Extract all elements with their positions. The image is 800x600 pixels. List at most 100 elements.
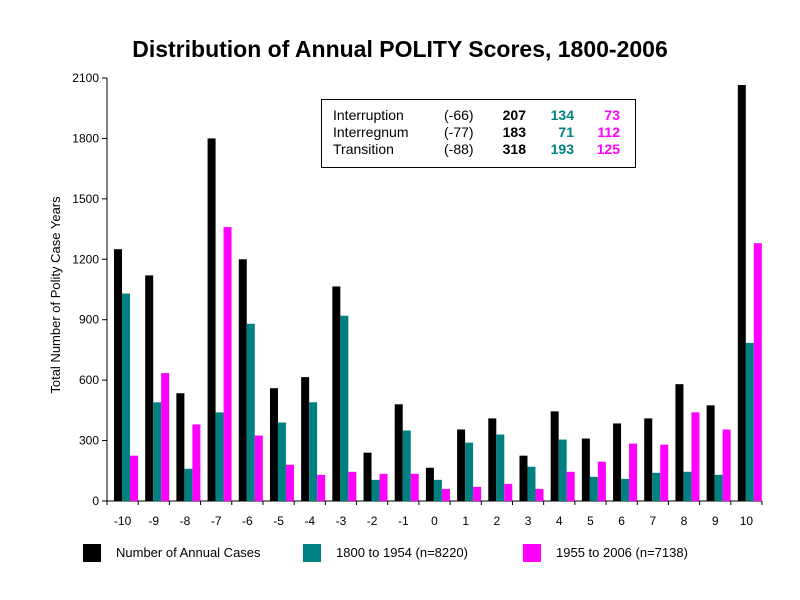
x-tick-label: -9 <box>148 514 159 528</box>
bar <box>621 478 630 501</box>
bar <box>589 476 598 501</box>
inset-total: 318 <box>502 141 526 157</box>
bar <box>504 483 513 501</box>
x-tick-label: 8 <box>681 514 688 528</box>
inset-row-interruption: Interruption (-66) 207 134 73 <box>322 107 635 124</box>
bar <box>496 434 505 501</box>
bar <box>371 479 380 501</box>
bar <box>246 323 255 501</box>
bar <box>558 439 567 501</box>
bar <box>332 286 341 501</box>
bar <box>153 402 162 501</box>
bar <box>269 388 278 501</box>
inset-late: 73 <box>604 107 620 123</box>
bar <box>753 243 762 501</box>
bar <box>613 423 622 501</box>
bar <box>473 486 482 501</box>
bar <box>660 444 669 501</box>
bar <box>457 429 466 501</box>
bar <box>122 293 130 501</box>
bar <box>145 275 154 501</box>
inset-total: 183 <box>502 124 526 140</box>
bar <box>394 404 403 501</box>
bar <box>714 474 723 501</box>
bar <box>176 393 185 501</box>
x-tick-label: -1 <box>398 514 409 528</box>
legend-swatch <box>83 544 101 562</box>
inset-row-interregnum: Interregnum (-77) 183 71 112 <box>322 124 635 141</box>
bar <box>207 138 216 501</box>
bar <box>130 455 138 501</box>
bar <box>238 259 247 501</box>
bar <box>348 471 357 501</box>
y-axis-label: Total Number of Polity Case Years <box>48 196 63 394</box>
bar <box>691 412 700 501</box>
y-tick-label: 900 <box>79 313 99 327</box>
bar <box>597 461 606 501</box>
bar <box>683 471 692 501</box>
bar <box>550 411 559 501</box>
bar <box>363 452 372 501</box>
inset-total: 207 <box>502 107 526 123</box>
bar <box>285 464 294 501</box>
legend-swatch <box>523 544 541 562</box>
y-tick-label: 1200 <box>72 252 99 266</box>
y-tick-label: 2100 <box>72 71 99 85</box>
bar <box>340 315 349 501</box>
inset-name: Interregnum <box>333 124 409 140</box>
bar <box>425 467 434 501</box>
bar <box>488 418 497 501</box>
bar <box>745 342 754 501</box>
y-tick-label: 1800 <box>72 131 99 145</box>
inset-code: (-66) <box>444 107 474 123</box>
y-tick-label: 1500 <box>72 192 99 206</box>
bar <box>644 418 653 501</box>
bar <box>566 471 575 501</box>
bar <box>706 405 715 501</box>
bar <box>309 402 318 501</box>
bar <box>192 424 201 501</box>
chart-title: Distribution of Annual POLITY Scores, 18… <box>132 36 668 62</box>
x-tick-label: -5 <box>273 514 284 528</box>
bar <box>410 473 419 501</box>
y-tick-label: 0 <box>92 494 99 508</box>
bar <box>581 438 590 501</box>
bar <box>317 474 326 501</box>
x-tick-label: 7 <box>649 514 656 528</box>
bar <box>215 412 224 501</box>
x-tick-label: 6 <box>618 514 625 528</box>
bar <box>184 468 193 501</box>
y-tick-label: 300 <box>79 434 99 448</box>
x-tick-label: -3 <box>336 514 347 528</box>
inset-code: (-88) <box>444 141 474 157</box>
bar <box>629 443 638 501</box>
bars <box>114 85 762 502</box>
x-tick-label: -4 <box>304 514 315 528</box>
bar <box>441 488 450 501</box>
inset-name: Transition <box>333 141 394 157</box>
bar <box>379 473 388 501</box>
x-tick-label: 0 <box>431 514 438 528</box>
inset-late: 125 <box>596 141 620 157</box>
x-tick-label: 2 <box>494 514 501 528</box>
bar <box>277 422 286 501</box>
inset-early: 193 <box>550 141 574 157</box>
bar <box>519 455 528 501</box>
x-tick-label: 10 <box>740 514 754 528</box>
bar <box>535 488 544 501</box>
x-tick-label: 9 <box>712 514 719 528</box>
bar <box>161 373 170 501</box>
inset-row-transition: Transition (-88) 318 193 125 <box>322 141 635 158</box>
inset-name: Interruption <box>333 107 404 123</box>
x-tick-label: 5 <box>587 514 594 528</box>
x-tick-label: 1 <box>462 514 469 528</box>
inset-early: 71 <box>558 124 574 140</box>
bar <box>722 429 731 501</box>
x-tick-label: -7 <box>211 514 222 528</box>
legend-label: 1800 to 1954 (n=8220) <box>336 545 468 560</box>
x-tick-label: -10 <box>114 514 132 528</box>
x-tick-label: -8 <box>180 514 191 528</box>
inset-late: 112 <box>597 124 620 140</box>
